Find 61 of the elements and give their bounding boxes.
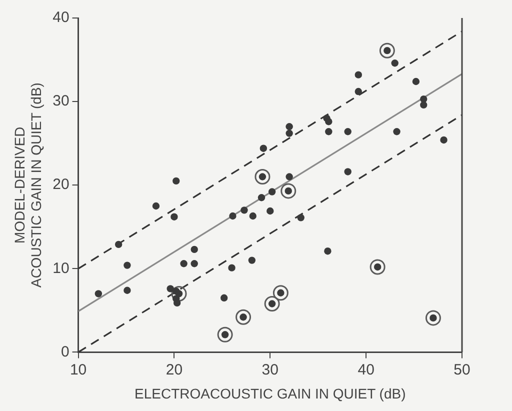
point xyxy=(190,246,198,254)
y-tick-label: 40 xyxy=(52,9,70,26)
point xyxy=(236,309,252,325)
point xyxy=(354,71,362,78)
x-tick-label: 30 xyxy=(262,361,278,378)
point xyxy=(425,310,441,326)
x-tick-label: 20 xyxy=(166,361,183,378)
point xyxy=(228,264,236,272)
y-tick-label: 0 xyxy=(60,343,70,360)
point xyxy=(249,212,256,220)
point xyxy=(124,286,131,294)
point xyxy=(393,128,400,136)
point xyxy=(258,194,266,202)
point xyxy=(412,78,420,86)
point xyxy=(370,259,386,275)
point xyxy=(152,202,160,210)
point xyxy=(379,42,395,58)
point xyxy=(420,95,428,103)
point xyxy=(266,207,274,215)
point xyxy=(94,290,102,298)
point xyxy=(325,128,332,136)
point xyxy=(170,213,178,220)
point xyxy=(391,60,398,67)
point xyxy=(268,188,276,196)
point xyxy=(272,285,288,301)
point xyxy=(229,212,236,220)
point xyxy=(260,144,268,152)
point xyxy=(240,206,248,214)
point xyxy=(190,260,198,268)
point xyxy=(171,286,187,302)
point xyxy=(286,123,293,130)
point xyxy=(354,88,362,96)
point xyxy=(440,136,448,144)
point xyxy=(166,285,174,292)
point xyxy=(220,294,228,302)
point xyxy=(217,326,233,342)
point xyxy=(286,130,293,137)
point xyxy=(286,173,293,180)
point xyxy=(172,177,180,185)
x-tick-label: 10 xyxy=(70,361,87,378)
point xyxy=(264,296,280,312)
point xyxy=(180,260,188,268)
point xyxy=(173,299,181,307)
point xyxy=(248,256,256,264)
point xyxy=(124,262,131,269)
x-tick-label: 50 xyxy=(454,361,470,378)
point xyxy=(344,168,352,176)
y-tick-label: 10 xyxy=(52,260,70,277)
point xyxy=(325,118,332,126)
y-tick-label: 20 xyxy=(52,176,70,194)
point xyxy=(344,128,352,136)
point xyxy=(324,248,332,255)
y-axis-title: MODEL-DERIVED ACOUSTIC GAIN IN QUIET (dB) xyxy=(11,82,44,288)
point xyxy=(297,214,304,222)
point xyxy=(254,168,270,184)
point xyxy=(420,101,428,108)
point xyxy=(280,183,296,199)
point xyxy=(114,240,122,248)
x-axis-title: ELECTROACOUSTIC GAIN IN QUIET (dB) xyxy=(134,385,406,402)
y-tick-label: 30 xyxy=(52,92,70,110)
x-tick-label: 40 xyxy=(358,361,374,378)
